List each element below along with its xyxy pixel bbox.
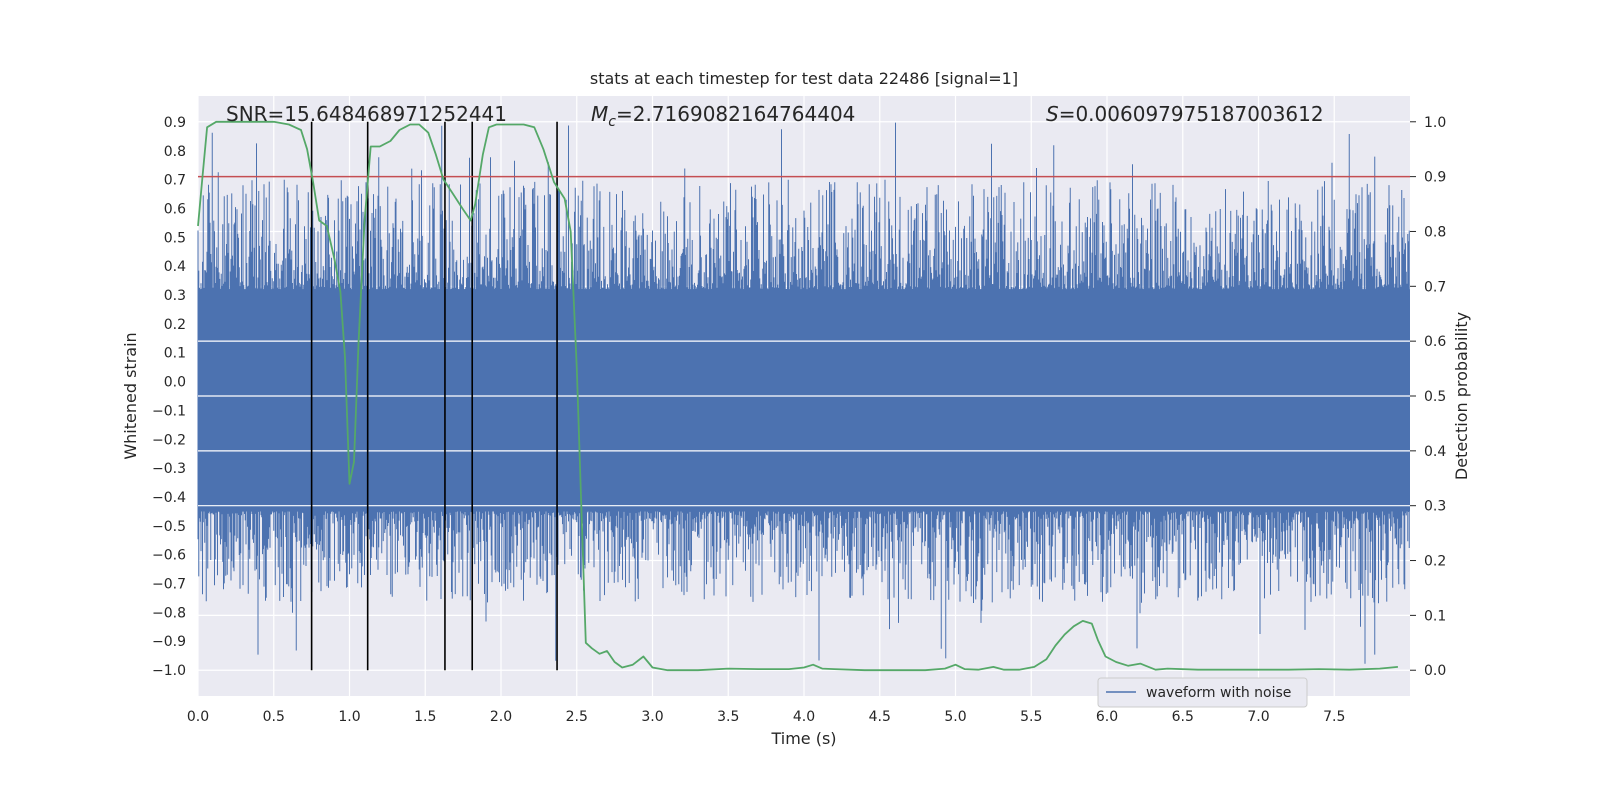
y-left-tick-label: 0.9	[164, 115, 186, 131]
y-left-tick-label: −0.7	[152, 577, 186, 593]
y-left-tick-label: 0.4	[164, 259, 186, 275]
annotations: SNR=15.648468971252441 Mc=2.716908216476…	[226, 102, 1324, 130]
y-left-tick-label: −0.6	[152, 548, 186, 564]
y-right-tick-label: 1.0	[1424, 115, 1446, 131]
x-tick-label: 1.0	[338, 709, 360, 725]
y-left-tick-label: 0.8	[164, 144, 186, 160]
y-right-tick-label: 0.3	[1424, 499, 1446, 515]
y-right-tick-label: 0.8	[1424, 224, 1446, 240]
x-tick-label: 6.0	[1096, 709, 1118, 725]
x-tick-label: 2.5	[566, 709, 588, 725]
y-left-axis-ticks: 0.9 0.8 0.7 0.6 0.5 0.4 0.3 0.2 0.1 0.0 −0.1 −0.2 −0…	[152, 115, 186, 679]
x-tick-label: 7.0	[1247, 709, 1269, 725]
s-annotation: S=0.006097975187003612	[1046, 102, 1324, 126]
y-left-tick-label: 0.1	[164, 346, 186, 362]
y-left-tick-label: −0.3	[152, 461, 186, 477]
mc-symbol: M	[591, 102, 608, 126]
x-tick-label: 0.5	[263, 709, 285, 725]
y-right-tick-label: 0.4	[1424, 444, 1446, 460]
y-left-tick-label: 0.0	[164, 375, 186, 391]
y-right-tick-label: 0.7	[1424, 279, 1446, 295]
x-tick-label: 3.5	[717, 709, 739, 725]
x-tick-label: 1.5	[414, 709, 436, 725]
x-axis-ticks: 0.0 0.5 1.0 1.5 2.0 2.5 3.0 3.5 4.0 4.5 5.0 5.5 6.0 6…	[187, 709, 1346, 725]
chirp-mass-annotation: Mc=2.7169082164764404	[591, 102, 855, 130]
x-tick-label: 6.5	[1172, 709, 1194, 725]
y-left-tick-label: 0.3	[164, 288, 186, 304]
x-tick-label: 7.5	[1323, 709, 1345, 725]
probability-line	[197, 120, 1398, 672]
y-left-tick-label: 0.7	[164, 173, 186, 189]
x-tick-label: 0.0	[187, 709, 209, 725]
y-left-tick-label: −0.9	[152, 634, 186, 650]
y-right-tick-label: 0.5	[1424, 389, 1446, 405]
x-tick-label: 4.5	[869, 709, 891, 725]
probability-series	[197, 120, 1398, 672]
y-right-axis-label: Detection probability	[1452, 312, 1471, 480]
mc-value: =2.7169082164764404	[616, 102, 855, 126]
y-left-tick-label: −0.8	[152, 605, 186, 621]
y-right-tick-label: 0.6	[1424, 334, 1446, 350]
x-tick-label: 2.0	[490, 709, 512, 725]
y-left-tick-label: 0.2	[164, 317, 186, 333]
x-tick-label: 5.5	[1020, 709, 1042, 725]
y-left-tick-label: −0.2	[152, 432, 186, 448]
chart-title: stats at each timestep for test data 224…	[590, 69, 1018, 88]
y-right-tick-label: 0.9	[1424, 170, 1446, 186]
s-symbol: S	[1046, 102, 1059, 126]
y-right-axis-ticks: 1.0 0.9 0.8 0.7 0.6 0.5 0.4 0.3 0.2 0.1 0.0	[1410, 115, 1446, 679]
legend-label: waveform with noise	[1146, 685, 1291, 701]
x-axis-label: Time (s)	[770, 729, 836, 748]
y-left-tick-label: −0.5	[152, 519, 186, 535]
x-tick-label: 3.0	[641, 709, 663, 725]
legend: waveform with noise	[1097, 677, 1308, 708]
mc-subscript: c	[608, 114, 616, 130]
snr-annotation: SNR=15.648468971252441	[226, 102, 507, 126]
s-value: =0.006097975187003612	[1059, 102, 1324, 126]
legend-box	[1097, 677, 1308, 708]
y-left-axis-label: Whitened strain	[121, 332, 140, 459]
x-tick-label: 4.0	[793, 709, 815, 725]
y-left-tick-label: 0.6	[164, 202, 186, 218]
x-tick-label: 5.0	[944, 709, 966, 725]
y-right-tick-label: 0.1	[1424, 608, 1446, 624]
waveform-series	[197, 122, 1410, 664]
y-right-tick-label: 0.2	[1424, 554, 1446, 570]
y-left-tick-label: −0.4	[152, 490, 186, 506]
y-right-tick-label: 0.0	[1424, 663, 1446, 679]
y-left-tick-label: 0.5	[164, 230, 186, 246]
y-left-tick-label: −0.1	[152, 403, 186, 419]
y-left-tick-label: −1.0	[152, 663, 186, 679]
